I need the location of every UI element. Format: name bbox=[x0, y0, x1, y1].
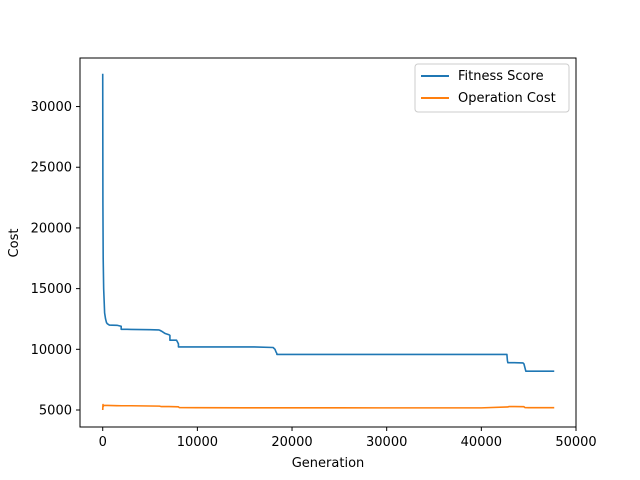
y-tick-label: 30000 bbox=[31, 100, 72, 115]
y-tick-label: 15000 bbox=[31, 282, 72, 297]
legend-label-fitness-score: Fitness Score bbox=[458, 69, 544, 84]
y-axis-ticks: 5000 10000 15000 20000 25000 30000 bbox=[31, 100, 80, 419]
x-tick-label: 50000 bbox=[555, 435, 596, 450]
y-tick-label: 5000 bbox=[39, 404, 72, 419]
legend-label-operation-cost: Operation Cost bbox=[458, 91, 556, 106]
y-tick-label: 25000 bbox=[31, 161, 72, 176]
plot-area bbox=[80, 58, 576, 427]
x-tick-label: 0 bbox=[99, 435, 107, 450]
plot-frame bbox=[79, 57, 577, 428]
x-tick-label: 40000 bbox=[461, 435, 502, 450]
series-line-operation-cost bbox=[101, 403, 555, 411]
x-axis-label: Generation bbox=[292, 456, 365, 471]
legend: Fitness Score Operation Cost bbox=[414, 63, 570, 113]
series-line-fitness-score bbox=[101, 73, 555, 372]
y-tick-label: 10000 bbox=[31, 343, 72, 358]
series-layer bbox=[101, 73, 555, 411]
x-tick-label: 30000 bbox=[366, 435, 407, 450]
legend-box bbox=[414, 63, 570, 113]
y-axis-label: Cost bbox=[7, 229, 22, 258]
x-axis-ticks: 0 10000 20000 30000 40000 50000 bbox=[99, 427, 597, 450]
x-tick-label: 20000 bbox=[271, 435, 312, 450]
y-tick-label: 20000 bbox=[31, 221, 72, 236]
x-tick-label: 10000 bbox=[177, 435, 218, 450]
